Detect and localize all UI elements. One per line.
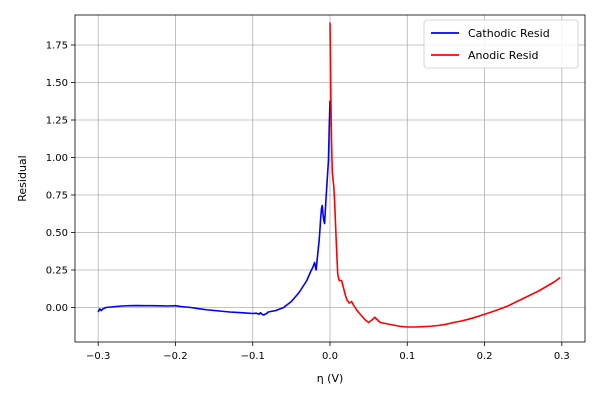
x-tick-label: 0.1 xyxy=(399,351,415,362)
y-tick-label: 1.25 xyxy=(46,116,68,127)
x-tick-label: −0.1 xyxy=(241,351,265,362)
y-tick-label: 1.00 xyxy=(46,153,68,164)
legend-label-cathodic: Cathodic Resid xyxy=(468,27,550,40)
y-tick-label: 0.75 xyxy=(46,191,68,202)
y-axis: 0.00 0.25 0.50 0.75 1.00 1.25 1.50 1.75 xyxy=(46,41,75,314)
x-axis: −0.3 −0.2 −0.1 0.0 0.1 0.2 0.3 xyxy=(86,342,570,362)
x-tick-label: 0.0 xyxy=(322,351,338,362)
legend-box xyxy=(423,19,579,69)
y-tick-label: 0.00 xyxy=(46,303,68,314)
y-tick-label: 0.50 xyxy=(46,228,68,239)
x-tick-label: −0.3 xyxy=(86,351,110,362)
y-tick-label: 1.50 xyxy=(46,78,68,89)
y-tick-label: 0.25 xyxy=(46,266,68,277)
x-tick-label: −0.2 xyxy=(163,351,187,362)
x-axis-label: η (V) xyxy=(317,372,344,385)
legend-label-anodic: Anodic Resid xyxy=(468,49,539,62)
series-cathodic-resid xyxy=(97,100,331,316)
series-anodic-resid xyxy=(329,22,561,328)
x-tick-label: 0.3 xyxy=(554,351,570,362)
legend: Cathodic Resid Anodic Resid xyxy=(423,19,579,69)
y-tick-label: 1.75 xyxy=(46,41,68,52)
x-tick-label: 0.2 xyxy=(477,351,493,362)
plot-lines xyxy=(97,22,561,328)
y-axis-label: Residual xyxy=(16,155,29,201)
